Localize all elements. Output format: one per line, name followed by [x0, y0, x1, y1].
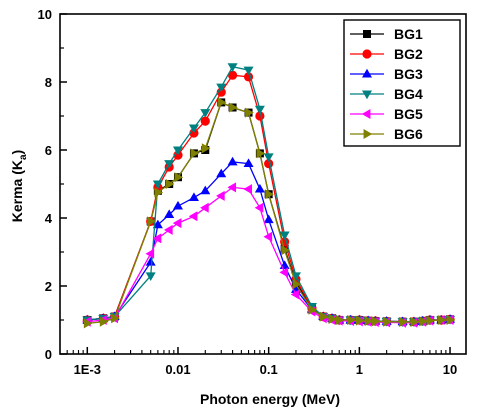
y-axis-title-main: Kerma (K	[9, 160, 25, 222]
series-line-bg3	[87, 162, 450, 322]
x-axis-title: Photon energy (MeV)	[200, 391, 340, 407]
y-tick-label: 4	[45, 211, 53, 226]
legend-marker-bg1	[363, 30, 371, 38]
y-axis-title: Kerma (Ka)	[9, 150, 29, 222]
y-tick-label: 6	[45, 143, 52, 158]
x-tick-label: 1	[356, 362, 363, 377]
y-tick-label: 2	[45, 279, 52, 294]
legend-label-bg6: BG6	[394, 126, 423, 142]
legend-label-bg3: BG3	[394, 66, 423, 82]
data-point-bg3	[189, 192, 199, 201]
data-point-bg5	[189, 211, 198, 221]
data-point-bg5	[255, 203, 264, 213]
data-point-bg5	[243, 184, 252, 194]
y-tick-label: 0	[45, 347, 52, 362]
data-point-bg3	[173, 201, 183, 210]
data-point-bg3	[264, 215, 274, 224]
y-tick-label: 10	[38, 7, 52, 22]
series-line-bg5	[87, 187, 450, 322]
y-tick-label: 8	[45, 75, 52, 90]
x-tick-label: 10	[443, 362, 457, 377]
legend-label-bg5: BG5	[394, 106, 423, 122]
y-axis-title-close: )	[9, 150, 25, 155]
legend-marker-bg2	[362, 49, 371, 58]
data-point-bg3	[255, 184, 265, 193]
legend-label-bg1: BG1	[394, 26, 423, 42]
x-tick-label: 0.1	[260, 362, 278, 377]
legend-label-bg2: BG2	[394, 46, 423, 62]
data-point-bg5	[145, 249, 154, 259]
x-tick-label: 0.01	[165, 362, 190, 377]
x-tick-label: 1E-3	[74, 362, 101, 377]
data-point-bg3	[228, 157, 238, 166]
legend-label-bg4: BG4	[394, 86, 423, 102]
